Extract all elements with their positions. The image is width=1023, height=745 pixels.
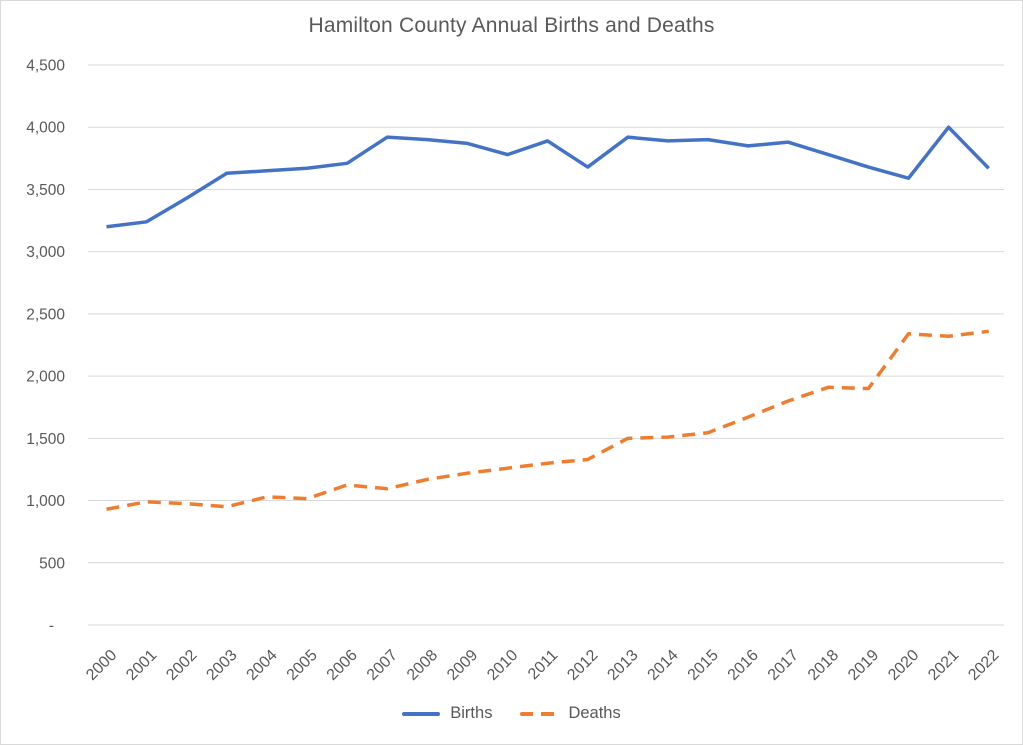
x-axis-labels: 2000 2001 2002 2003 2004 2005 2006 2007 2008 2009… [83, 647, 1002, 684]
y-tick-label: 3,000 [26, 244, 65, 261]
x-tick-label: 2020 [885, 647, 922, 684]
y-tick-label: 2,500 [26, 306, 65, 323]
x-tick-label: 2005 [284, 647, 321, 684]
x-tick-label: 2018 [805, 647, 842, 684]
legend-item-births: Births [402, 704, 492, 723]
y-axis-labels: - 500 1,000 1,500 2,000 2,500 3,000 3,500 4,000 4… [26, 58, 65, 635]
deaths-line-swatch [520, 711, 559, 716]
x-tick-label: 2004 [244, 647, 281, 684]
x-tick-label: 2013 [604, 647, 641, 684]
births-line-swatch [402, 711, 441, 716]
x-tick-label: 2022 [965, 647, 1002, 684]
legend-item-deaths: Deaths [520, 704, 621, 723]
x-tick-label: 2016 [725, 647, 762, 684]
gridlines [88, 64, 1004, 626]
deaths-line [106, 329, 989, 511]
y-tick-label: 3,500 [26, 182, 65, 199]
y-tick-label: 4,000 [26, 120, 65, 137]
y-tick-label: 4,500 [26, 58, 65, 75]
legend-label-deaths: Deaths [568, 704, 621, 722]
legend-label-births: Births [450, 704, 493, 722]
legend: Births Deaths [1, 704, 1022, 723]
x-tick-label: 2003 [203, 647, 240, 684]
x-tick-label: 2017 [765, 647, 802, 684]
x-tick-label: 2000 [83, 647, 120, 684]
y-tick-label: 1,000 [26, 493, 65, 510]
x-tick-label: 2001 [123, 647, 160, 684]
y-tick-label: 2,000 [26, 369, 65, 386]
x-tick-label: 2019 [845, 647, 882, 684]
y-tick-label: - [49, 618, 54, 635]
x-tick-label: 2011 [525, 647, 561, 683]
births-line [106, 125, 990, 229]
x-tick-label: 2015 [685, 647, 722, 684]
x-tick-label: 2021 [925, 647, 962, 684]
x-tick-label: 2014 [645, 647, 682, 684]
x-tick-label: 2006 [324, 647, 361, 684]
y-tick-label: 1,500 [26, 431, 65, 448]
y-tick-label: 500 [39, 555, 65, 572]
x-tick-label: 2002 [163, 647, 200, 684]
x-tick-label: 2008 [404, 647, 441, 684]
x-tick-label: 2007 [364, 647, 401, 684]
x-tick-label: 2010 [484, 647, 521, 684]
x-tick-label: 2009 [444, 647, 481, 684]
x-tick-label: 2012 [564, 647, 601, 684]
chart-title: Hamilton County Annual Births and Deaths [308, 14, 715, 37]
